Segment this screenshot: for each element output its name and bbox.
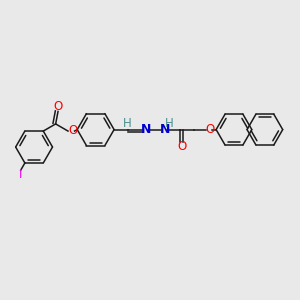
Text: H: H <box>165 116 173 130</box>
Text: O: O <box>177 140 186 153</box>
Text: O: O <box>54 100 63 113</box>
Text: O: O <box>68 124 77 137</box>
Text: N: N <box>141 123 152 136</box>
Text: H: H <box>123 116 132 130</box>
Text: O: O <box>205 123 214 136</box>
Text: N: N <box>160 123 170 136</box>
Text: I: I <box>19 168 22 181</box>
